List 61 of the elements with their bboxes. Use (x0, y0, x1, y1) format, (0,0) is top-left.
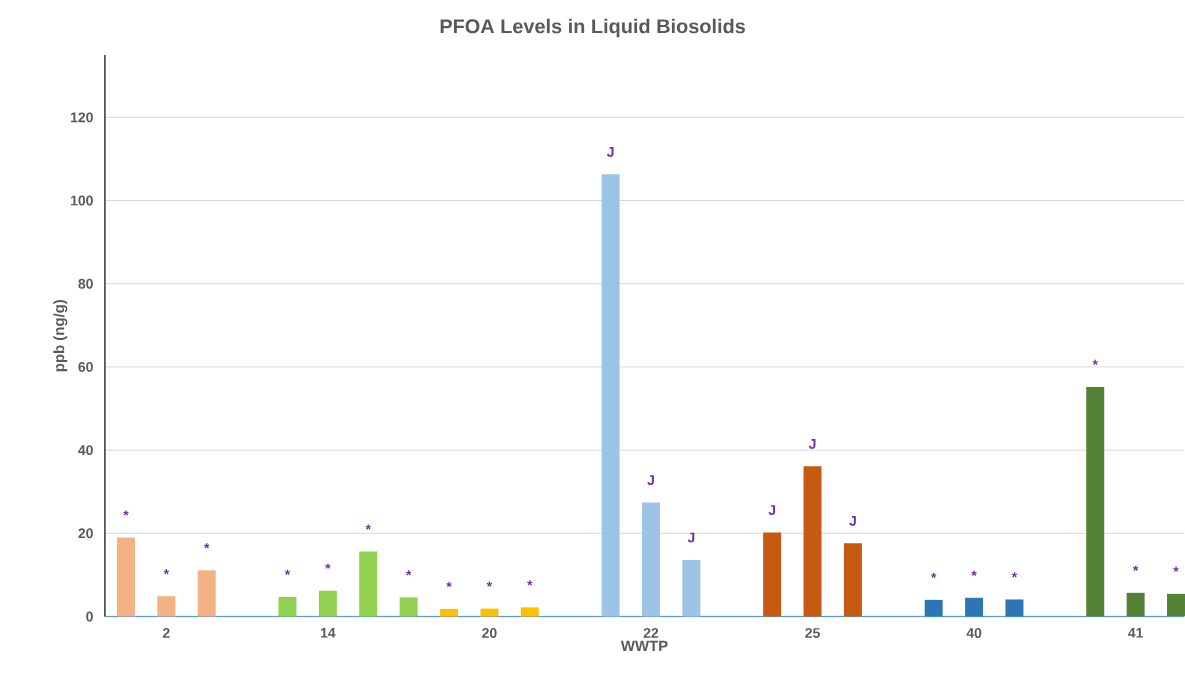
bar (1167, 593, 1185, 617)
y-tick-label: 20 (78, 528, 93, 539)
bar (157, 595, 176, 617)
data-label: * (284, 569, 291, 575)
x-tick-label: 20 (482, 627, 497, 638)
data-label: * (1011, 572, 1018, 578)
x-tick-label: 41 (1128, 627, 1143, 638)
data-label: * (204, 543, 210, 549)
x-tick-label: 2 (162, 627, 170, 638)
bar (924, 599, 943, 617)
bar (1126, 592, 1145, 617)
bar (682, 559, 701, 617)
bar (278, 596, 297, 617)
bar (116, 537, 135, 617)
chart-title: PFOA Levels in Liquid Biosolids (440, 18, 745, 38)
data-label: J (768, 505, 776, 515)
data-label: * (446, 581, 452, 587)
y-axis-title: ppb (ng/g) (53, 299, 68, 372)
data-label: * (1132, 565, 1139, 571)
bar (520, 607, 539, 617)
x-tick-label: 22 (643, 627, 659, 638)
data-label: * (971, 570, 977, 576)
x-tick-label: 25 (805, 627, 820, 638)
data-label: * (527, 580, 533, 586)
data-label: * (405, 570, 412, 576)
bar (197, 570, 216, 617)
bar (1086, 386, 1105, 617)
data-label: J (606, 146, 614, 157)
y-tick-label: 0 (86, 611, 93, 622)
bar (359, 551, 378, 617)
data-label: * (1173, 566, 1179, 572)
y-tick-label: 60 (78, 361, 93, 372)
bar (763, 532, 782, 617)
y-tick-label: 40 (78, 444, 93, 455)
data-label: * (486, 581, 493, 587)
bar (399, 597, 418, 617)
data-label: * (365, 524, 371, 530)
x-tick-label: 14 (320, 627, 336, 638)
bar (843, 543, 862, 617)
x-axis-title: WWTP (620, 640, 668, 651)
y-tick-label: 100 (71, 195, 93, 206)
data-label: J (687, 532, 695, 543)
bar (803, 466, 822, 617)
y-tick-label: 120 (71, 112, 93, 123)
data-label: * (123, 510, 129, 516)
bar (965, 597, 984, 617)
bar (318, 590, 337, 617)
data-label: J (808, 438, 816, 449)
bar (1005, 599, 1024, 617)
x-tick-label: 40 (966, 627, 982, 638)
y-tick-label: 80 (78, 278, 93, 289)
data-label: * (325, 563, 331, 569)
bar (440, 608, 459, 617)
data-label: * (931, 572, 937, 578)
bar (641, 502, 660, 617)
data-label: J (647, 475, 654, 485)
bar (480, 608, 499, 617)
bar (601, 174, 620, 617)
data-label: * (163, 568, 170, 574)
data-label: * (1092, 359, 1098, 365)
data-label: J (849, 515, 856, 526)
